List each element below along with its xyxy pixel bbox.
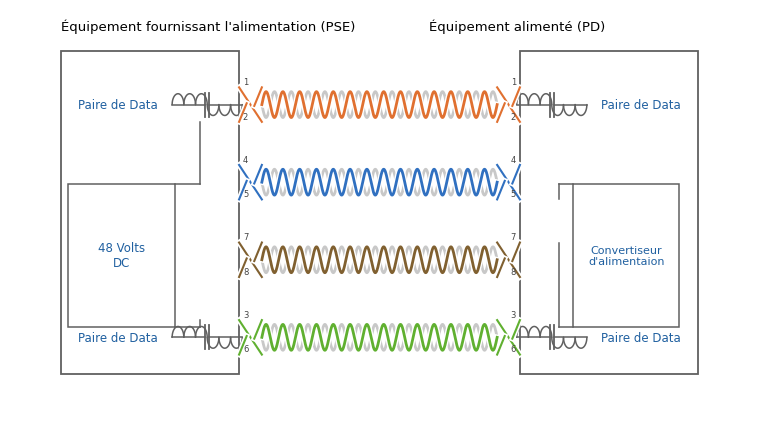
Text: 5: 5 [511, 190, 516, 199]
Text: Paire de Data: Paire de Data [77, 331, 158, 344]
Text: Paire de Data: Paire de Data [601, 331, 682, 344]
Bar [520, 52, 698, 374]
Text: 5: 5 [243, 190, 248, 199]
Text: Paire de Data: Paire de Data [77, 99, 158, 112]
Text: 8: 8 [243, 267, 248, 276]
Text: Convertiseur
d'alimentaion: Convertiseur d'alimentaion [588, 245, 664, 267]
Text: 3: 3 [243, 310, 248, 319]
Text: 1: 1 [511, 78, 516, 87]
Text: 2: 2 [511, 113, 516, 121]
Text: Équipement fournissant l'alimentation (PSE): Équipement fournissant l'alimentation (P… [61, 19, 355, 34]
Bar [573, 185, 679, 327]
Text: 1: 1 [243, 78, 248, 87]
Text: 7: 7 [511, 233, 516, 242]
Text: 8: 8 [511, 267, 516, 276]
Bar [61, 52, 239, 374]
Text: 4: 4 [511, 156, 516, 164]
Text: 6: 6 [511, 345, 516, 353]
Text: 3: 3 [511, 310, 516, 319]
Text: Paire de Data: Paire de Data [601, 99, 682, 112]
Text: Équipement alimenté (PD): Équipement alimenté (PD) [429, 19, 605, 34]
Bar [68, 185, 175, 327]
Text: 4: 4 [243, 156, 248, 164]
Text: 2: 2 [243, 113, 248, 121]
Text: 7: 7 [243, 233, 248, 242]
Text: 6: 6 [243, 345, 248, 353]
Text: 48 Volts
DC: 48 Volts DC [98, 242, 145, 270]
